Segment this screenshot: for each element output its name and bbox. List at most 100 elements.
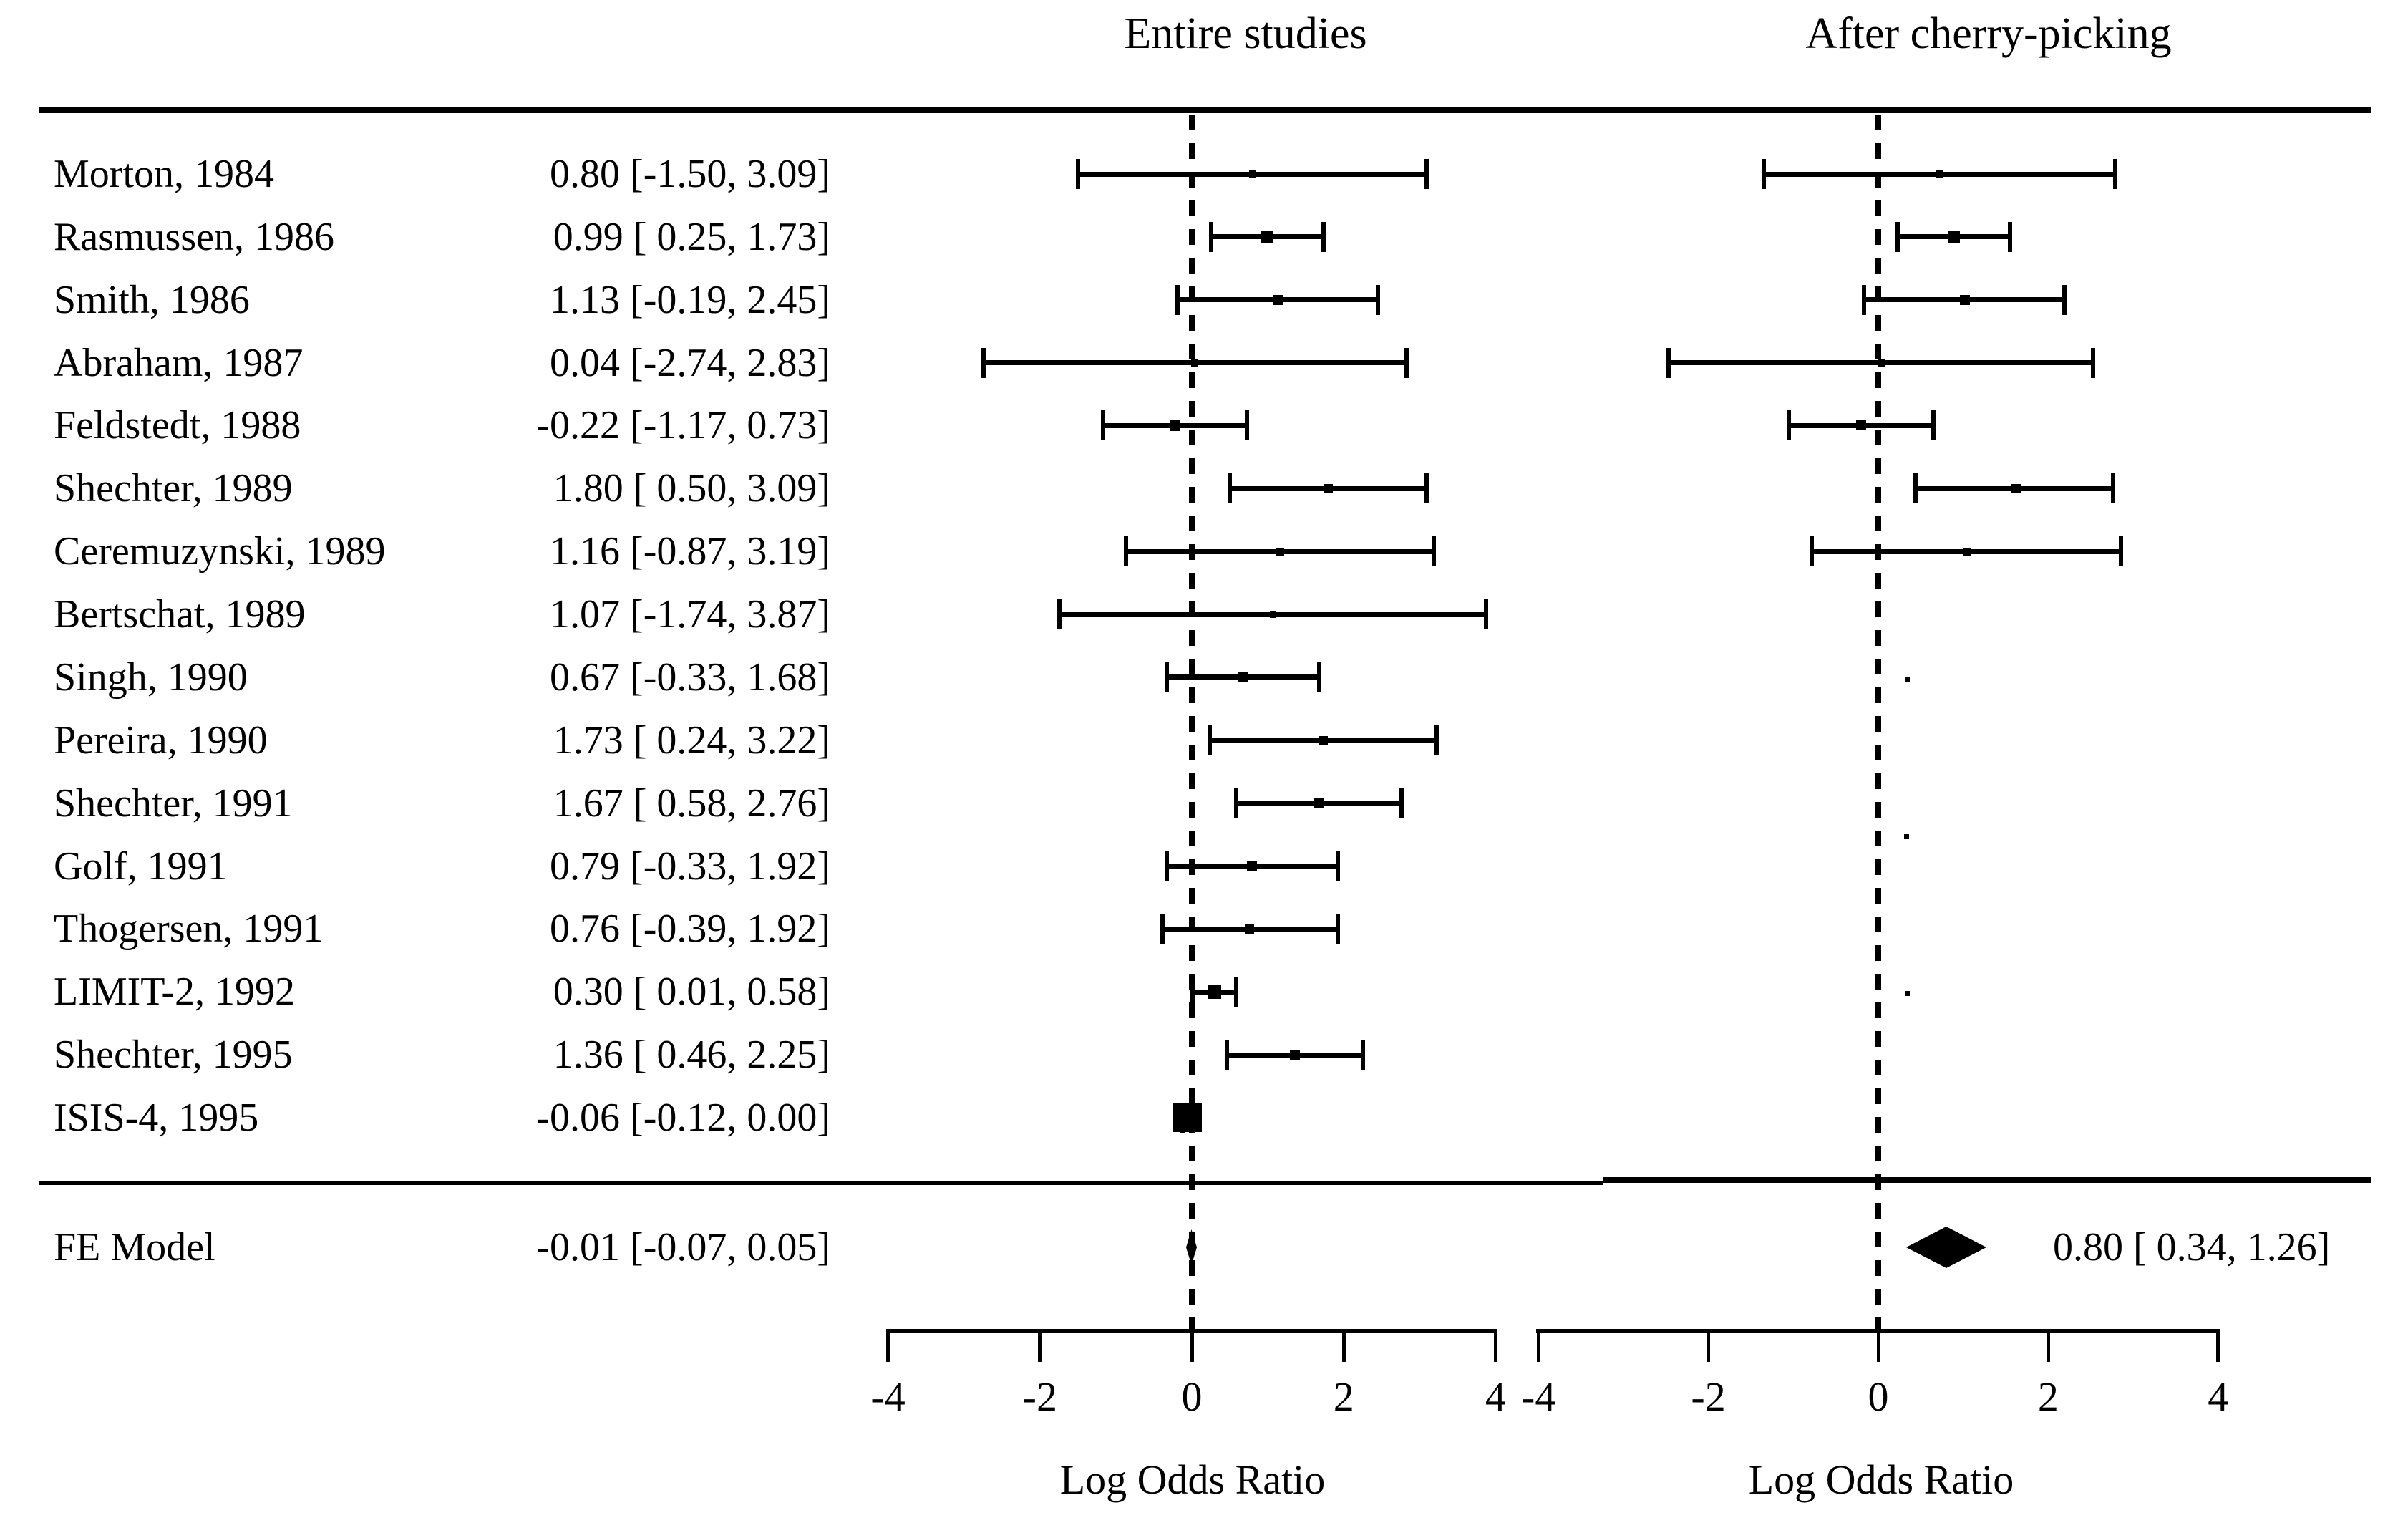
entire-0-ci-cap-low (1075, 159, 1080, 189)
estimate-ci-text: 0.04 [-2.74, 2.83] (550, 340, 830, 385)
study-label: Thogersen, 1991 (54, 906, 324, 952)
cherry-3-ci-cap-low (1666, 347, 1671, 378)
cherry-3-ci-cap-high (2091, 347, 2096, 378)
x-axis-tick (2046, 1333, 2050, 1362)
x-axis-tick (1707, 1333, 1711, 1362)
entire-2-point-marker (1272, 294, 1283, 305)
entire-14-point-marker (1290, 1050, 1301, 1060)
x-axis-tick (886, 1333, 890, 1362)
study-label: Shechter, 1991 (54, 780, 293, 826)
study-label: Feldstedt, 1988 (54, 403, 301, 448)
cherry-5-ci-cap-low (1913, 473, 1918, 504)
study-label: Abraham, 1987 (54, 340, 304, 385)
entire-11-ci-cap-low (1164, 851, 1169, 881)
study-label: Golf, 1991 (54, 843, 228, 889)
fe-model-label: FE Model (54, 1225, 215, 1270)
cherry-5-point-marker (2011, 483, 2021, 493)
x-axis-tick-label: -4 (1521, 1373, 1556, 1420)
x-axis-tick-label: 2 (2037, 1373, 2059, 1420)
entire-12-ci-cap-low (1160, 914, 1165, 944)
cherry-2-point-marker (1960, 294, 1971, 305)
entire-13-ci-cap-low (1190, 977, 1195, 1007)
x-axis-line (1536, 1329, 2220, 1333)
entire-8-ci-cap-low (1164, 662, 1169, 692)
cherry-6-ci-cap-high (2119, 536, 2124, 567)
entire-1-point-marker (1261, 231, 1273, 243)
x-axis-line (885, 1329, 1498, 1333)
entire-7-point-marker (1270, 611, 1277, 618)
entire-10-point-marker (1314, 798, 1324, 808)
x-axis-tick-label: 0 (1868, 1373, 1889, 1420)
entire-2-ci-cap-low (1175, 284, 1180, 315)
study-label: Rasmussen, 1986 (54, 214, 334, 259)
cherry-1-point-marker (1948, 231, 1960, 243)
estimate-ci-text: 1.16 [-0.87, 3.19] (550, 529, 830, 574)
entire-12-ci-cap-high (1335, 914, 1340, 944)
estimate-ci-text: 0.76 [-0.39, 1.92] (550, 906, 830, 952)
entire-1-ci-cap-high (1321, 221, 1326, 252)
entire-11-ci-cap-high (1335, 851, 1340, 881)
entire-2-ci-cap-high (1375, 284, 1380, 315)
estimate-ci-text: 0.67 [-0.33, 1.68] (550, 654, 830, 700)
entire-4-point-marker (1170, 420, 1181, 431)
entire-9-point-marker (1319, 735, 1328, 745)
entire-3-ci-cap-low (981, 347, 986, 378)
fe-pooled-diamond-entire (1186, 1229, 1197, 1265)
estimate-ci-text: 1.13 [-0.19, 2.45] (550, 277, 830, 322)
cherry-4-ci-cap-low (1787, 410, 1792, 441)
study-label: Shechter, 1989 (54, 466, 293, 511)
separator-rule-left-segment (39, 1181, 1603, 1185)
entire-8-ci-cap-high (1317, 662, 1322, 692)
entire-12-point-marker (1245, 924, 1255, 934)
study-label: Ceremuzynski, 1989 (54, 529, 386, 574)
x-axis-title-right: Log Odds Ratio (1748, 1456, 2014, 1503)
entire-9-ci-cap-high (1434, 725, 1439, 755)
estimate-ci-text: 0.30 [ 0.01, 0.58] (553, 969, 830, 1015)
entire-0-ci-cap-high (1424, 159, 1429, 189)
fe-model-estimate-text-right: 0.80 [ 0.34, 1.26] (2053, 1225, 2331, 1270)
cherry-5-ci-cap-high (2110, 473, 2115, 504)
entire-6-ci-cap-low (1123, 536, 1128, 567)
x-axis-tick (1341, 1333, 1346, 1362)
cherry-6-point-marker (1963, 547, 1972, 556)
zero-reference-dashed-line-left (1189, 115, 1195, 1329)
entire-10-ci-cap-low (1233, 788, 1238, 818)
entire-15-point-marker (1173, 1103, 1202, 1133)
estimate-ci-text: 1.36 [ 0.46, 2.25] (553, 1033, 830, 1078)
entire-0-point-marker (1248, 170, 1256, 178)
entire-4-ci-cap-low (1100, 410, 1105, 441)
estimate-ci-text: -0.06 [-0.12, 0.00] (536, 1096, 830, 1141)
panel-title-after-cherry-picking: After cherry-picking (1805, 9, 2172, 58)
entire-11-point-marker (1246, 861, 1257, 871)
study-label: Bertschat, 1989 (54, 592, 306, 637)
cherry-0-ci-cap-high (2113, 159, 2118, 189)
estimate-ci-text: 0.79 [-0.33, 1.92] (550, 843, 830, 889)
entire-5-ci-cap-high (1424, 473, 1429, 504)
x-axis-tick-label: -4 (870, 1373, 906, 1420)
study-label: LIMIT-2, 1992 (54, 969, 296, 1015)
estimate-ci-text: 1.73 [ 0.24, 3.22] (553, 717, 830, 763)
cherry-1-ci-cap-high (2007, 221, 2012, 252)
cherry-13-point-dot (1904, 990, 1910, 996)
cherry-4-point-marker (1856, 420, 1867, 431)
study-label: Singh, 1990 (54, 654, 248, 700)
x-axis-tick (1190, 1333, 1194, 1362)
x-axis-tick-label: 4 (1485, 1373, 1506, 1420)
entire-8-point-marker (1237, 672, 1248, 683)
cherry-10-point-dot (1903, 833, 1909, 839)
entire-13-point-marker (1208, 985, 1222, 999)
cherry-2-ci-cap-low (1861, 284, 1866, 315)
entire-3-ci-cap-high (1404, 347, 1409, 378)
fe-pooled-diamond-cherry (1906, 1227, 1986, 1268)
entire-14-ci-cap-high (1360, 1040, 1365, 1070)
cherry-6-ci-cap-low (1810, 536, 1815, 567)
entire-10-ci-cap-high (1399, 788, 1404, 818)
separator-rule-right-segment (1603, 1177, 2371, 1183)
study-label: ISIS-4, 1995 (54, 1096, 259, 1141)
cherry-3-point-marker (1877, 359, 1885, 367)
entire-1-ci-cap-low (1208, 221, 1213, 252)
entire-14-ci-cap-low (1224, 1040, 1229, 1070)
cherry-8-point-dot (1904, 677, 1910, 682)
study-label: Pereira, 1990 (54, 717, 268, 763)
